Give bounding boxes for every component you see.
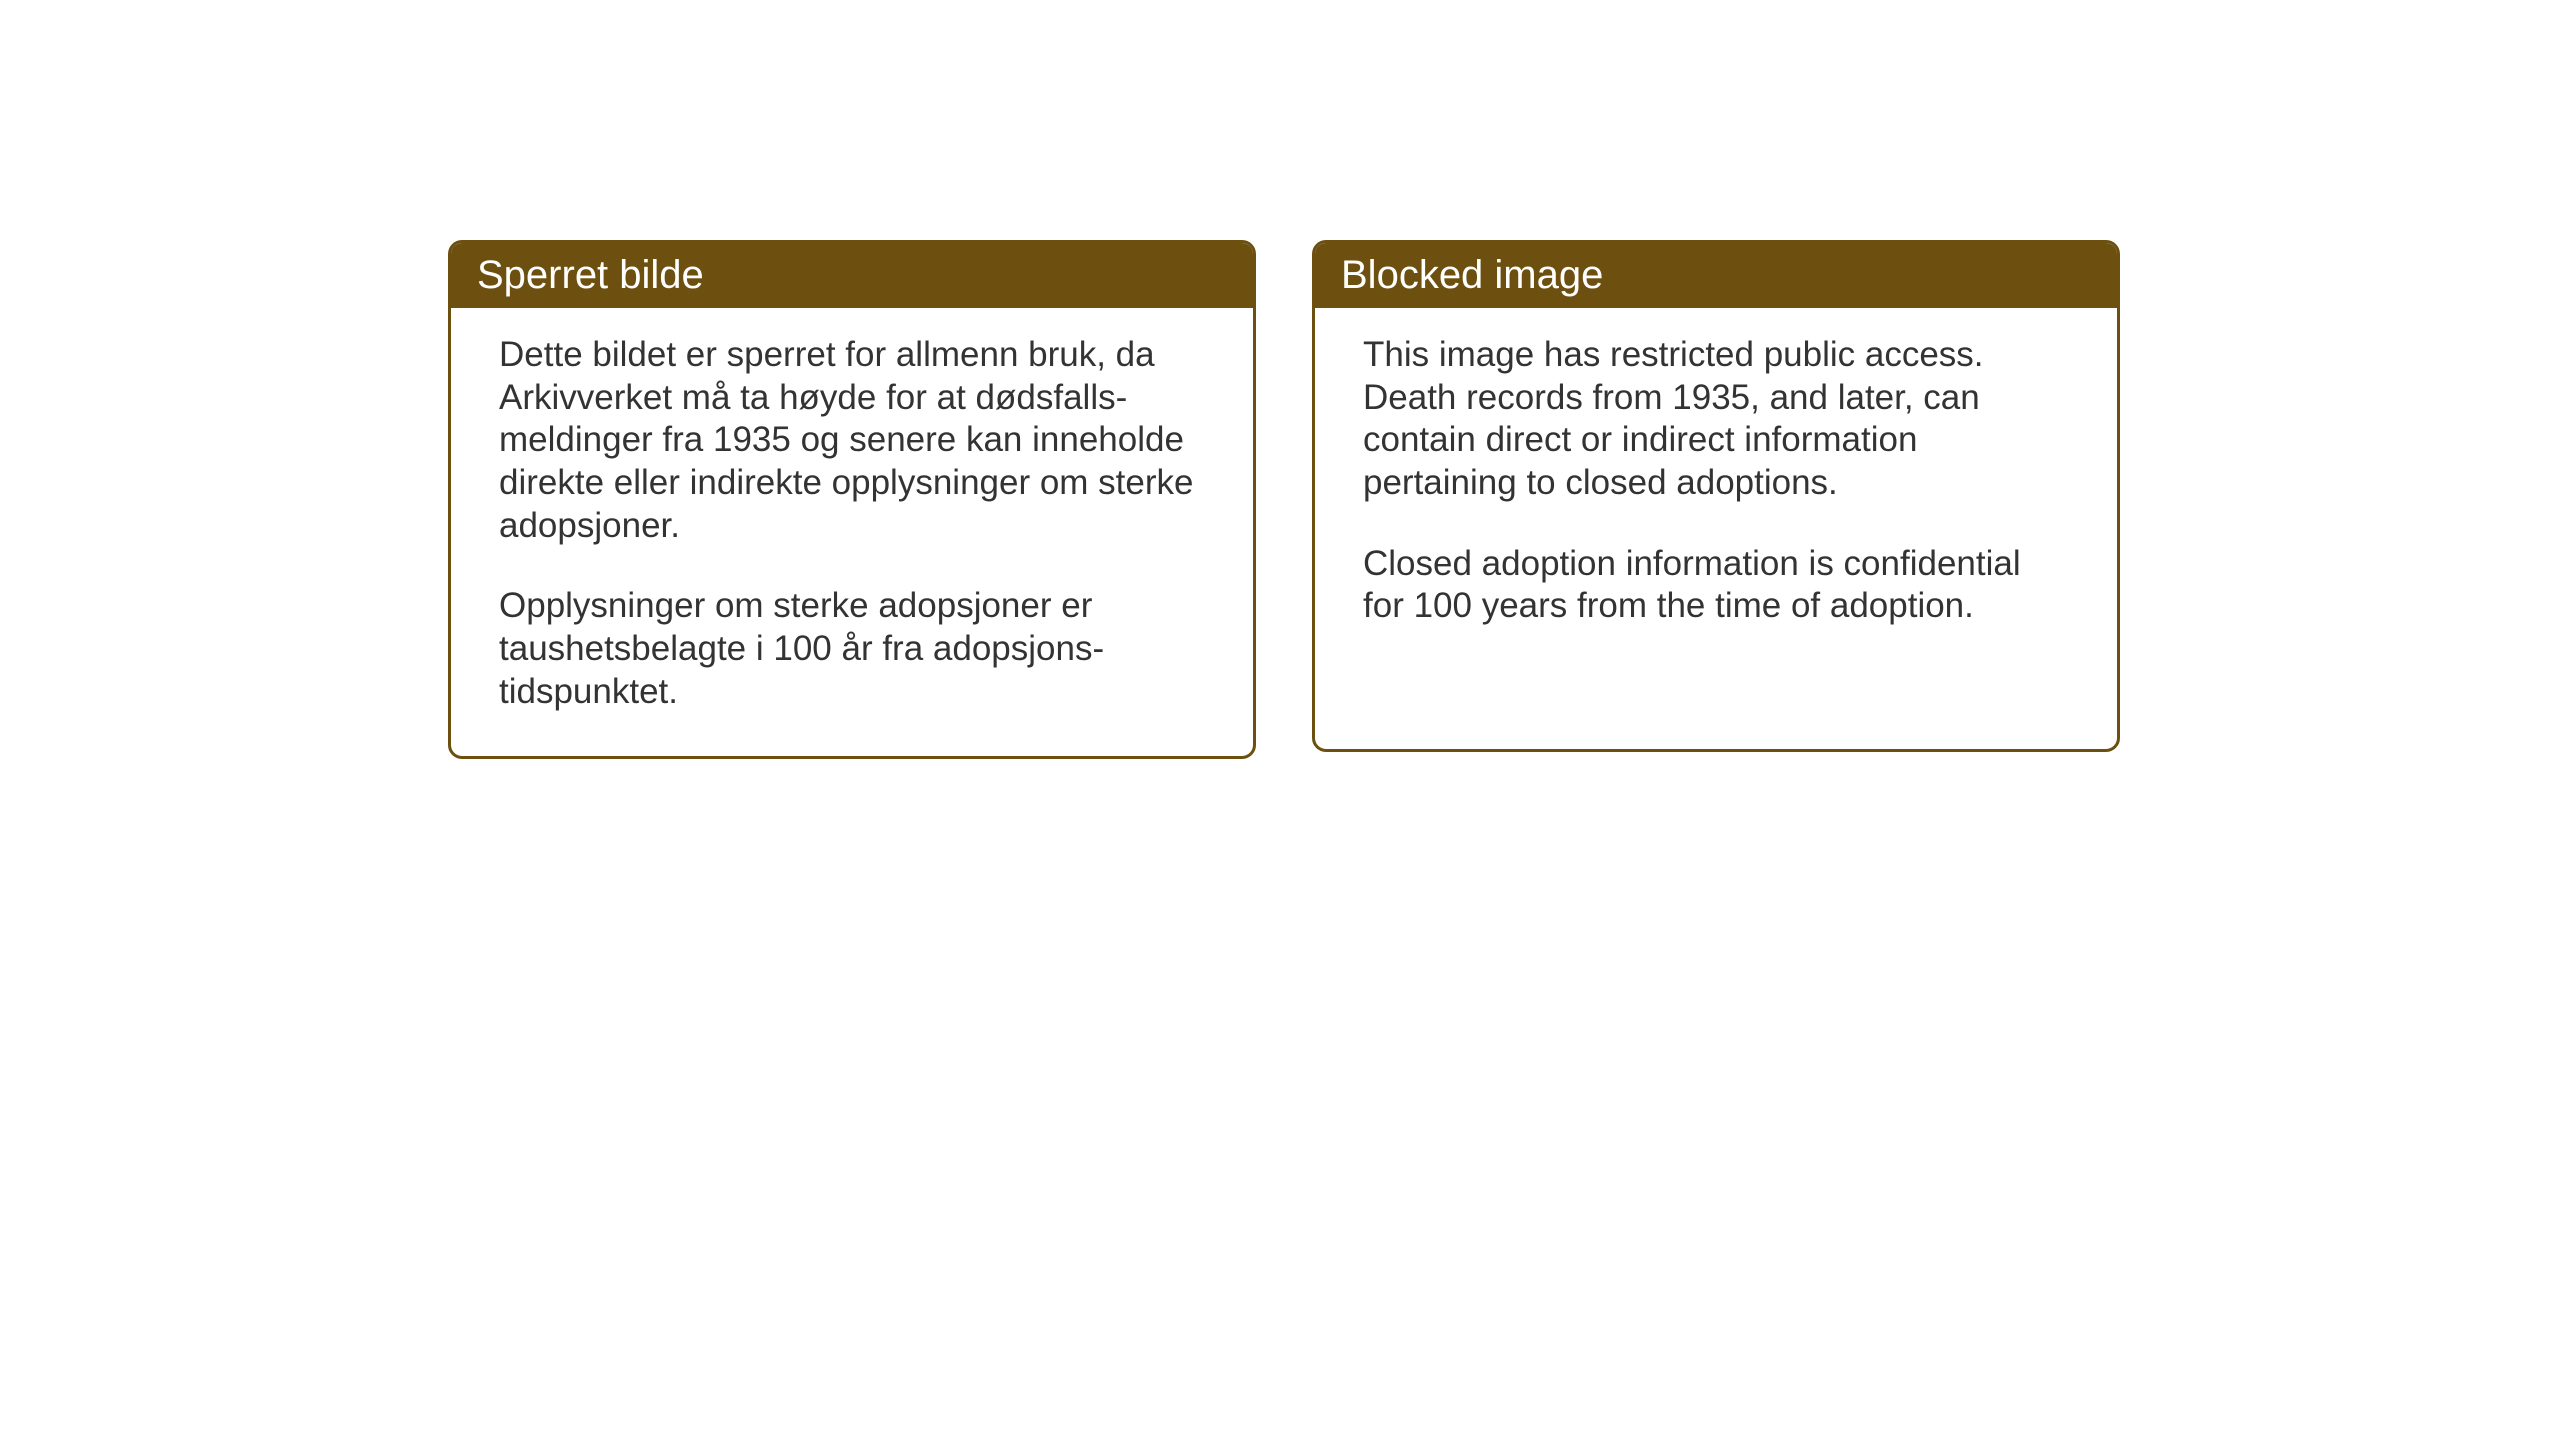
card-paragraph-norwegian-2: Opplysninger om sterke adopsjoner er tau… <box>499 585 1205 713</box>
card-body-norwegian: Dette bildet er sperret for allmenn bruk… <box>451 308 1253 756</box>
card-paragraph-english-1: This image has restricted public access.… <box>1363 334 2069 505</box>
notice-container: Sperret bilde Dette bildet er sperret fo… <box>448 240 2120 759</box>
notice-card-norwegian: Sperret bilde Dette bildet er sperret fo… <box>448 240 1256 759</box>
notice-card-english: Blocked image This image has restricted … <box>1312 240 2120 752</box>
card-body-english: This image has restricted public access.… <box>1315 308 2117 670</box>
card-header-english: Blocked image <box>1315 243 2117 308</box>
card-header-norwegian: Sperret bilde <box>451 243 1253 308</box>
card-paragraph-norwegian-1: Dette bildet er sperret for allmenn bruk… <box>499 334 1205 547</box>
card-paragraph-english-2: Closed adoption information is confident… <box>1363 543 2069 628</box>
card-title-english: Blocked image <box>1341 253 1603 297</box>
card-title-norwegian: Sperret bilde <box>477 253 704 297</box>
